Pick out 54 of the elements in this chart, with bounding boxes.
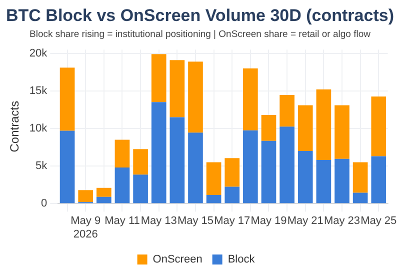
bar xyxy=(261,140,276,204)
bar xyxy=(78,190,94,202)
bar xyxy=(243,130,258,204)
x-tick-label: May 9 2026 xyxy=(70,215,101,240)
bar xyxy=(206,194,222,204)
y-tick-label: 20k xyxy=(29,47,48,60)
bar xyxy=(133,149,148,175)
chart-title: BTC Block vs OnScreen Volume 30D (contracts) xyxy=(5,6,395,26)
bar xyxy=(224,186,240,204)
bar xyxy=(170,60,185,118)
bar xyxy=(224,158,240,187)
x-tick-label: May 13 xyxy=(140,215,177,228)
bar xyxy=(114,140,130,168)
y-tick-label: 10k xyxy=(29,122,48,135)
bar xyxy=(243,68,258,130)
bar xyxy=(96,196,112,204)
x-tick-label: May 25 xyxy=(360,215,397,228)
bar xyxy=(261,114,276,141)
bar xyxy=(170,117,185,204)
bar xyxy=(96,188,112,197)
bar xyxy=(188,62,203,133)
x-tick-label: May 23 xyxy=(324,215,360,228)
bar xyxy=(316,160,332,204)
legend-label: OnScreen xyxy=(152,254,202,266)
bar xyxy=(188,132,203,204)
bar xyxy=(280,95,294,127)
bar xyxy=(298,151,313,204)
chart-subtitle: Block share rising = institutional positioning | OnScreen share = retail or algo flow xyxy=(28,29,372,40)
bar xyxy=(352,162,368,193)
bar xyxy=(114,168,130,204)
bar xyxy=(316,89,332,160)
bar xyxy=(60,68,75,131)
y-tick-label: 5k xyxy=(36,160,48,172)
bar xyxy=(334,105,350,159)
y-tick-label: 15k xyxy=(29,84,48,97)
bar xyxy=(151,54,166,102)
x-tick-label: May 21 xyxy=(287,215,324,228)
y-axis-title: Contracts xyxy=(8,100,22,152)
bar xyxy=(352,192,368,204)
bar xyxy=(334,158,350,204)
x-tick-label: May 19 xyxy=(250,215,287,228)
bar xyxy=(206,162,222,195)
bar xyxy=(280,126,294,204)
bar xyxy=(151,102,166,204)
bar xyxy=(371,156,386,204)
bar xyxy=(298,105,313,152)
legend-label: Block xyxy=(228,254,256,266)
bar xyxy=(60,130,75,204)
x-tick-label: May 15 xyxy=(177,215,214,228)
x-tick-label: May 17 xyxy=(214,215,250,228)
x-tick-label: May 11 xyxy=(104,215,140,228)
bar xyxy=(371,96,386,156)
y-tick-label: 0 xyxy=(41,198,48,210)
bar xyxy=(133,174,148,204)
